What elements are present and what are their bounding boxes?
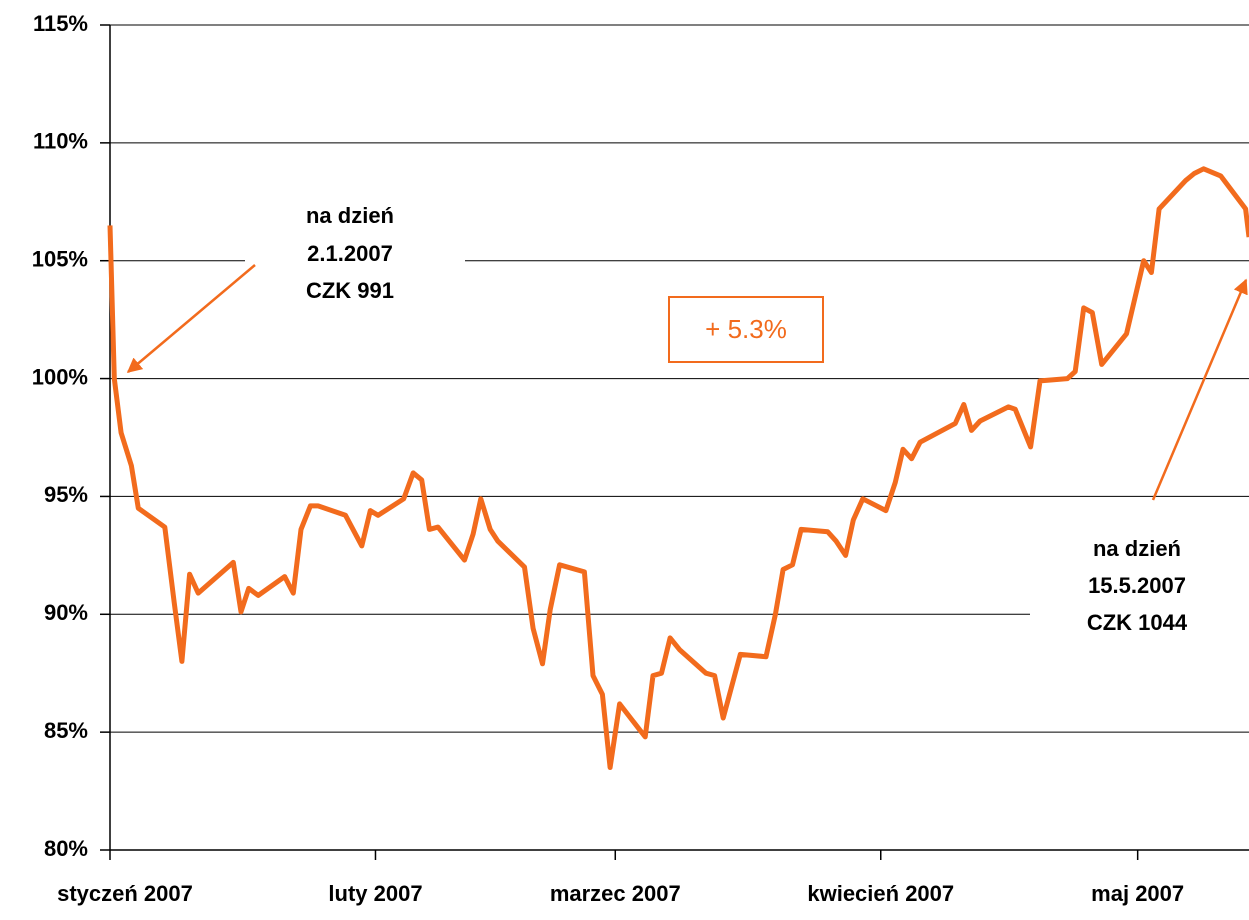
- x-tick-label: kwiecień 2007: [807, 881, 954, 906]
- y-tick-label: 105%: [32, 247, 88, 272]
- x-tick-label: luty 2007: [328, 881, 422, 906]
- annotation: CZK 1044: [1087, 610, 1188, 635]
- x-tick-label: maj 2007: [1091, 881, 1184, 906]
- annotation: 2.1.2007: [307, 241, 393, 266]
- annotation: na dzień: [306, 203, 394, 228]
- y-tick-label: 100%: [32, 364, 88, 389]
- y-tick-label: 90%: [44, 600, 88, 625]
- y-tick-label: 80%: [44, 836, 88, 861]
- arrow: [1151, 278, 1248, 501]
- annotation: CZK 991: [306, 278, 394, 303]
- label-bg: [245, 198, 465, 313]
- x-tick-label: styczeń 2007: [57, 881, 193, 906]
- x-tick-label: marzec 2007: [550, 881, 681, 906]
- annotation: 15.5.2007: [1088, 573, 1186, 598]
- y-tick-label: 110%: [33, 129, 88, 154]
- y-tick-label: 85%: [44, 718, 88, 743]
- y-tick-label: 115%: [33, 11, 88, 36]
- y-tick-label: 95%: [44, 482, 88, 507]
- annotation: na dzień: [1093, 536, 1181, 561]
- annotation-box: [668, 296, 824, 363]
- arrow: [126, 264, 256, 373]
- label-bg: [1030, 528, 1249, 643]
- line: [107, 166, 1249, 770]
- annotation: + 5.3%: [705, 314, 787, 344]
